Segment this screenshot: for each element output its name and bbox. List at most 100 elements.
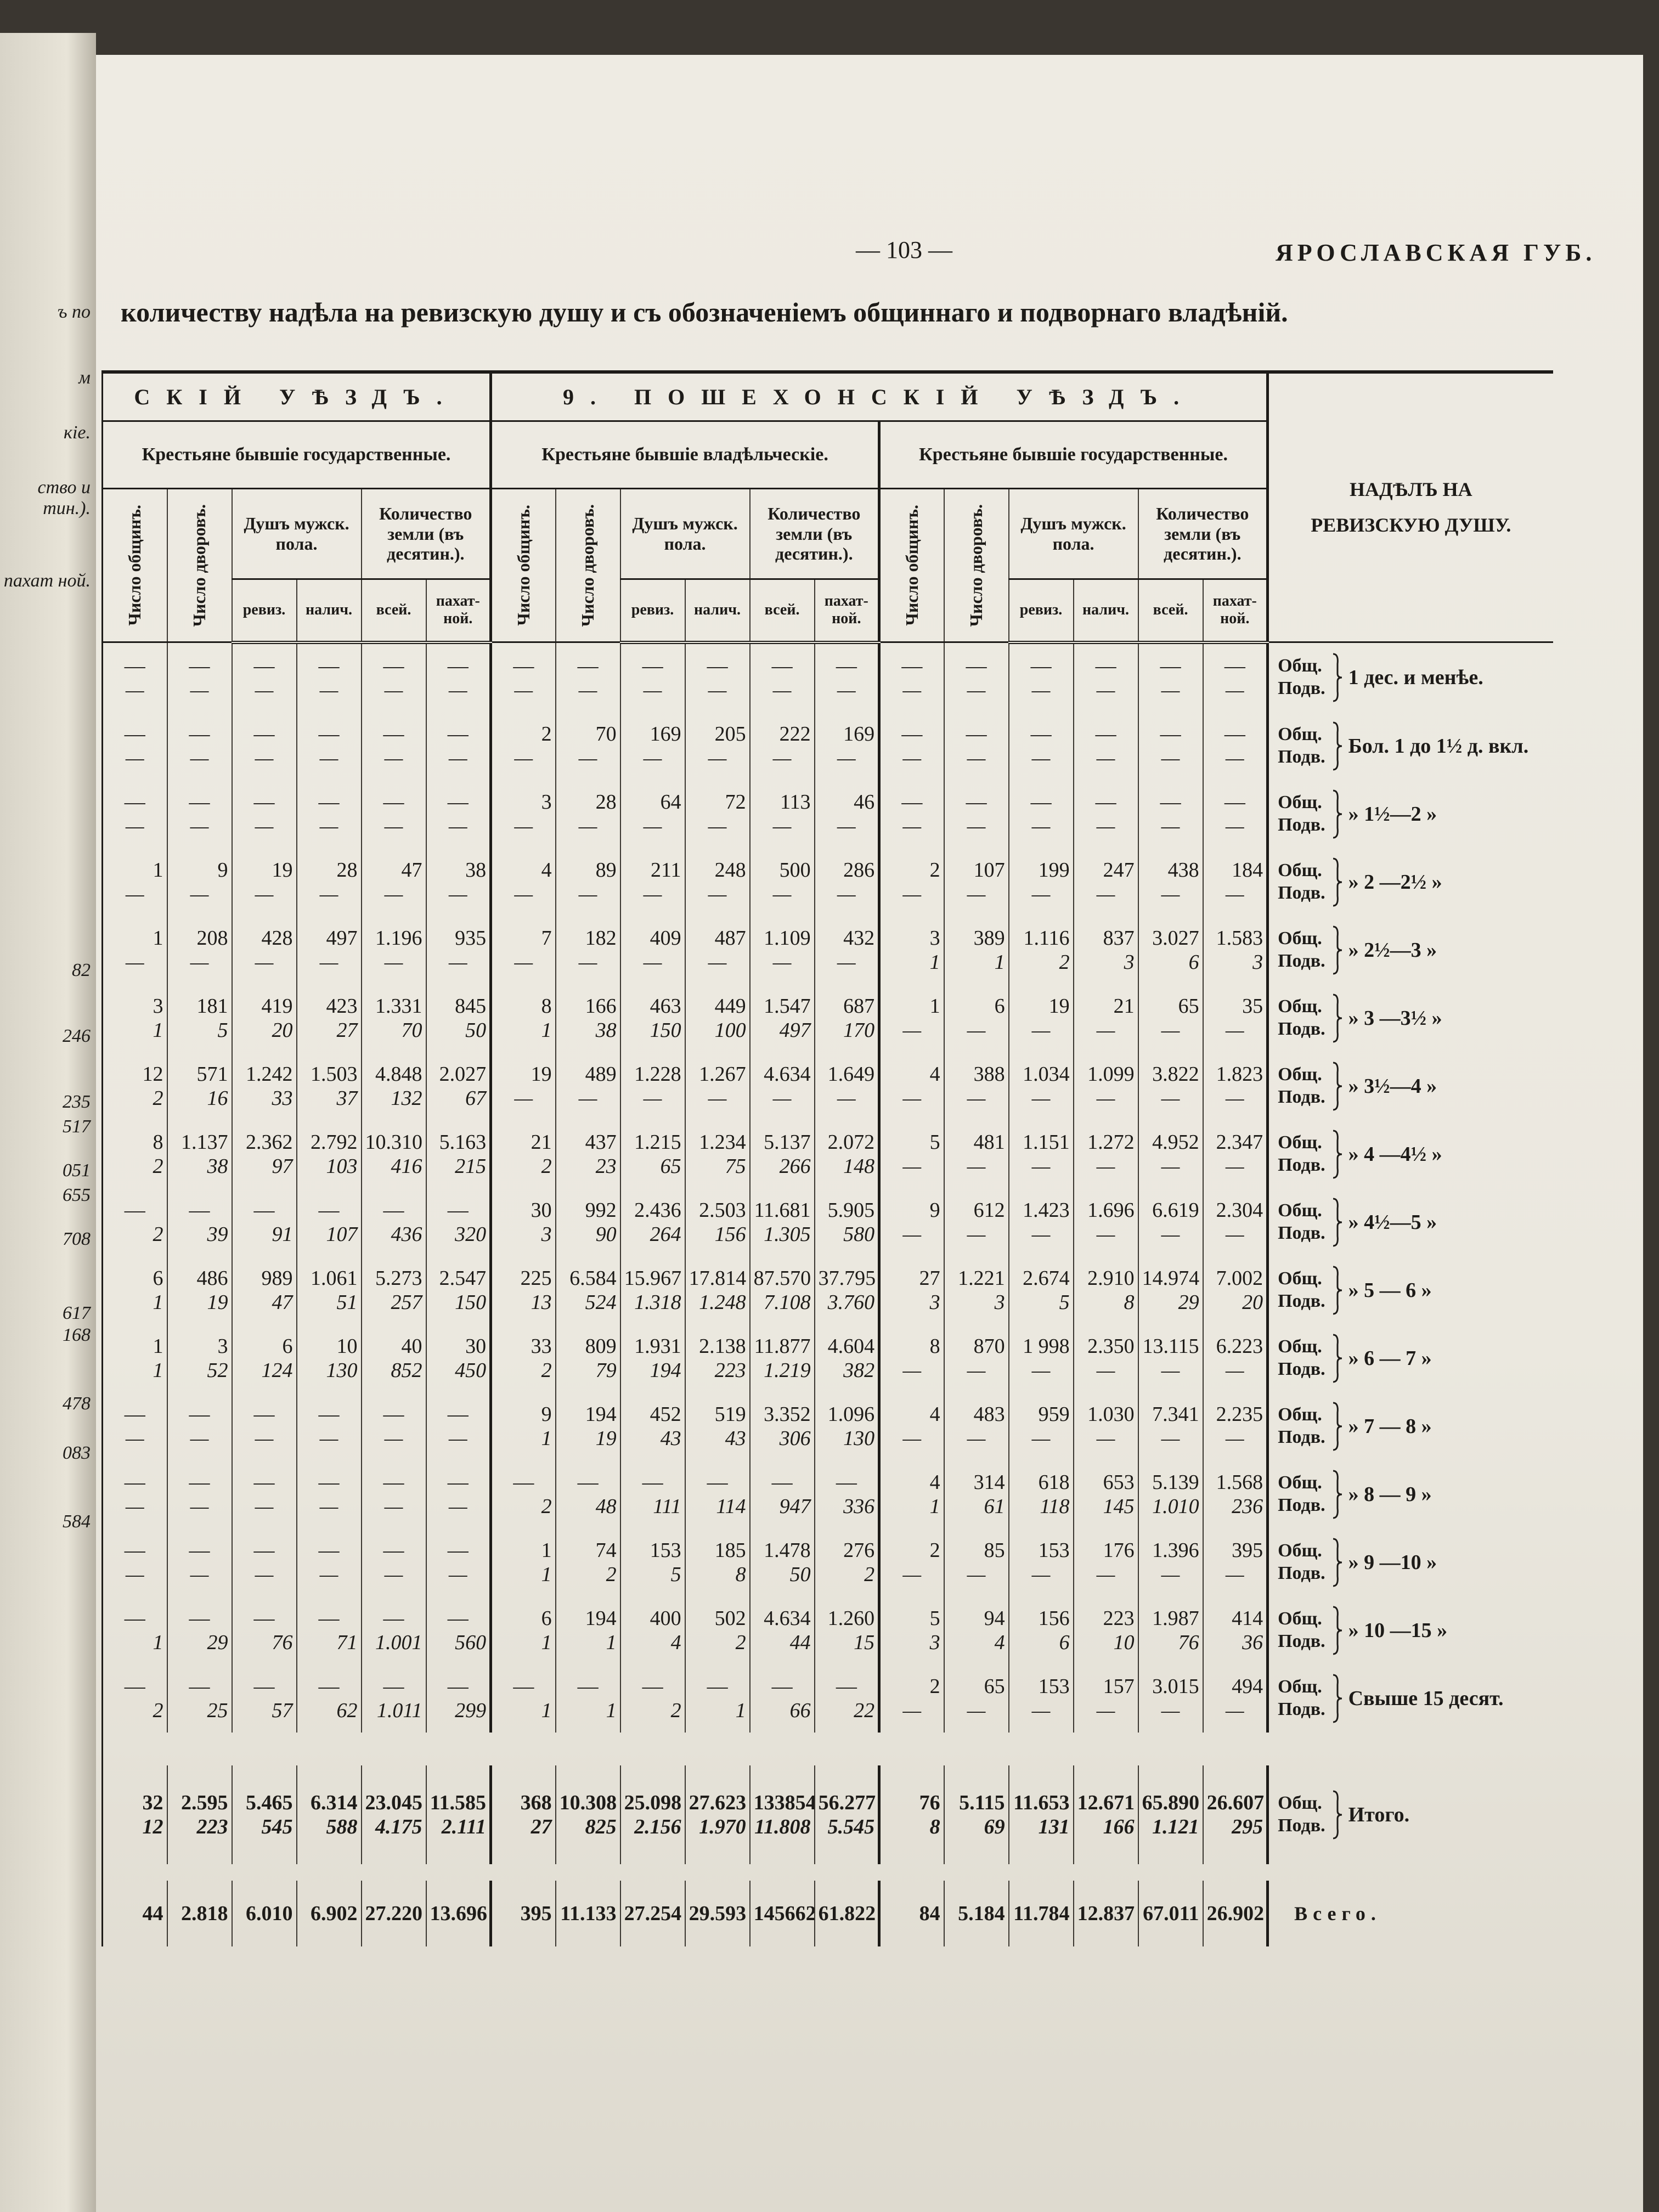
cell: — [296, 642, 362, 678]
cell: 5 [878, 1596, 944, 1630]
margin-fragment: м [78, 368, 91, 388]
cell: 437 [555, 1120, 620, 1154]
cell: 497 [749, 1018, 815, 1052]
cell: — [296, 1426, 362, 1460]
cell: 2 [101, 1698, 167, 1733]
cell: — [814, 882, 879, 916]
cell: — [425, 1426, 491, 1460]
cell: — [101, 1528, 167, 1562]
allotment-row: 3 181 419 423 1.331 845 8 166 463 449 1.547 687 1 6 19… [101, 984, 1553, 1052]
cell: 223 [166, 1814, 232, 1864]
cell: — [296, 1596, 362, 1630]
cell: — [878, 882, 944, 916]
row-kind: Подв. [1278, 1358, 1325, 1379]
cell: 91 [231, 1222, 297, 1256]
cell: 20 [1202, 1290, 1268, 1324]
row-kind: Общ. [1278, 792, 1322, 812]
cell: 7.002 [1202, 1256, 1268, 1290]
cell: — [231, 882, 297, 916]
cell: — [1137, 642, 1203, 678]
cell: 27.623 [684, 1765, 750, 1815]
row-kinds: Общ. Подв. [1278, 1676, 1325, 1721]
cell: 89 [555, 848, 620, 882]
column-header-text: Число дворовъ. [578, 504, 598, 627]
subcolumn-header: пахат-ной. [425, 579, 491, 644]
cell: — [489, 882, 556, 916]
cell: 26.902 [1202, 1880, 1268, 1946]
cell: 1.001 [360, 1630, 426, 1664]
brace-path [1333, 1334, 1342, 1383]
cell: — [166, 746, 232, 780]
cell: 29.593 [684, 1880, 750, 1946]
margin-fragment: 168 [63, 1325, 91, 1345]
cell: — [166, 1392, 232, 1426]
cell: 1 [555, 1630, 620, 1664]
cell: — [425, 1494, 491, 1528]
subcolumn-header: ревиз. [619, 579, 685, 644]
cell: 2 [489, 1494, 556, 1528]
cell: 5.545 [814, 1814, 879, 1864]
cell: 276 [814, 1528, 879, 1562]
cell: 852 [360, 1358, 426, 1392]
cell: — [425, 1562, 491, 1596]
cell: 306 [749, 1426, 815, 1460]
cell: — [1202, 1086, 1268, 1120]
cell: 2 [489, 712, 556, 746]
column-header: Душъ мужск. пола. [619, 488, 750, 580]
allotment-cell: Общ. Подв. Свыше 15 десят. [1266, 1664, 1553, 1733]
cell: 1 [489, 1426, 556, 1460]
spacer [101, 1732, 1553, 1765]
allotment-cell: Общ. Подв. » 10 —15 » [1266, 1596, 1553, 1664]
cell: — [360, 712, 426, 746]
cell: — [166, 1494, 232, 1528]
cell: 50 [425, 1018, 491, 1052]
cell: 66 [749, 1698, 815, 1733]
cell: 43 [619, 1426, 685, 1460]
cell: 1.503 [296, 1052, 362, 1086]
cell: 67 [425, 1086, 491, 1120]
cell: 414 [1202, 1596, 1268, 1630]
cell: 8 [489, 984, 556, 1018]
cell: — [489, 1664, 556, 1699]
cell: 100 [684, 1018, 750, 1052]
cell: 70 [555, 712, 620, 746]
cell: 248 [684, 848, 750, 882]
cell: 170 [814, 1018, 879, 1052]
margin-fragment: 051 [63, 1160, 91, 1181]
cell: 205 [684, 712, 750, 746]
cell: 612 [943, 1188, 1009, 1222]
cell: — [1137, 1698, 1203, 1733]
cell: 185 [684, 1528, 750, 1562]
cell: 2 [489, 1358, 556, 1392]
cell: 25.098 [619, 1765, 685, 1815]
row-kind: Подв. [1278, 678, 1325, 698]
row-kinds: Общ. Подв. [1278, 1472, 1325, 1517]
cell: 131 [1008, 1814, 1074, 1864]
cell: 2 [101, 1154, 167, 1188]
cell: 450 [425, 1358, 491, 1392]
cell: 33 [489, 1324, 556, 1358]
cell: — [101, 950, 167, 984]
cell: — [1008, 1086, 1074, 1120]
allotment-range: 1 дес. и менѣе. [1348, 665, 1483, 689]
cell: — [878, 1086, 944, 1120]
cell: — [878, 1018, 944, 1052]
cell: 992 [555, 1188, 620, 1222]
cell: — [1137, 1426, 1203, 1460]
group-title: Крестьяне бывшіе владѣльческіе. [489, 421, 879, 489]
cell: 264 [619, 1222, 685, 1256]
subcolumn-header: всей. [360, 579, 426, 644]
cell: — [101, 712, 167, 746]
cell: 2.138 [684, 1324, 750, 1358]
cell: 1.151 [1008, 1120, 1074, 1154]
cell: 438 [1137, 848, 1203, 882]
totals-row: 32 2.595 5.465 6.314 23.045 11.585 368 10.308 25… [101, 1765, 1553, 1864]
cell: 1.568 [1202, 1460, 1268, 1494]
subcolumn-header: пахат-ной. [1202, 579, 1268, 644]
cell: — [814, 642, 879, 678]
cell: 2.792 [296, 1120, 362, 1154]
cell: 5.905 [814, 1188, 879, 1222]
allotment-range: » 5 — 6 » [1348, 1278, 1432, 1302]
cell: 320 [425, 1222, 491, 1256]
cell: — [489, 950, 556, 984]
